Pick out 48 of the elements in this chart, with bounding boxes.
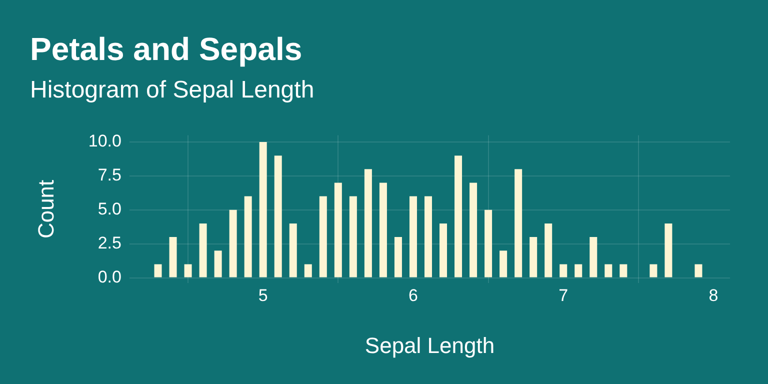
bar	[620, 264, 628, 278]
bar	[440, 223, 448, 278]
bar	[334, 182, 342, 278]
bar	[199, 223, 207, 278]
chart-subtitle: Histogram of Sepal Length	[30, 76, 314, 104]
y-tick-label: 2.5	[98, 234, 122, 253]
bar	[289, 223, 297, 278]
bar	[590, 237, 598, 278]
bar	[514, 169, 522, 278]
bar	[530, 237, 538, 278]
bar	[470, 182, 478, 278]
bar	[409, 196, 417, 278]
y-tick-label: 5.0	[98, 200, 122, 219]
bar	[574, 264, 582, 278]
bar	[500, 250, 508, 278]
bar	[304, 264, 312, 278]
bar	[454, 156, 462, 278]
bar	[604, 264, 612, 278]
bar	[154, 264, 162, 278]
bar	[394, 237, 402, 278]
x-axis-title: Sepal Length	[364, 332, 495, 358]
x-tick-label: 7	[558, 286, 568, 306]
y-tick-label: 7.5	[98, 166, 122, 185]
chart-title: Petals and Sepals	[30, 31, 302, 68]
bar	[379, 182, 387, 278]
y-axis-title: Count	[33, 180, 58, 239]
bar	[364, 169, 372, 278]
bar	[274, 156, 282, 278]
bar	[319, 196, 327, 278]
bar	[244, 196, 252, 278]
bar	[229, 210, 237, 278]
y-tick-label: 0.0	[98, 267, 122, 286]
bar	[169, 237, 177, 278]
bar	[664, 223, 672, 278]
bar	[484, 210, 492, 278]
x-tick-label: 6	[408, 286, 418, 306]
bar	[694, 264, 702, 278]
bar	[424, 196, 432, 278]
bar	[214, 250, 222, 278]
bar	[560, 264, 568, 278]
bar	[184, 264, 192, 278]
x-tick-label: 5	[258, 286, 268, 306]
bar	[544, 223, 552, 278]
bar	[349, 196, 357, 278]
y-tick-label: 10.0	[88, 132, 122, 151]
x-tick-label: 8	[708, 286, 718, 306]
bar	[259, 142, 267, 278]
bar	[650, 264, 658, 278]
